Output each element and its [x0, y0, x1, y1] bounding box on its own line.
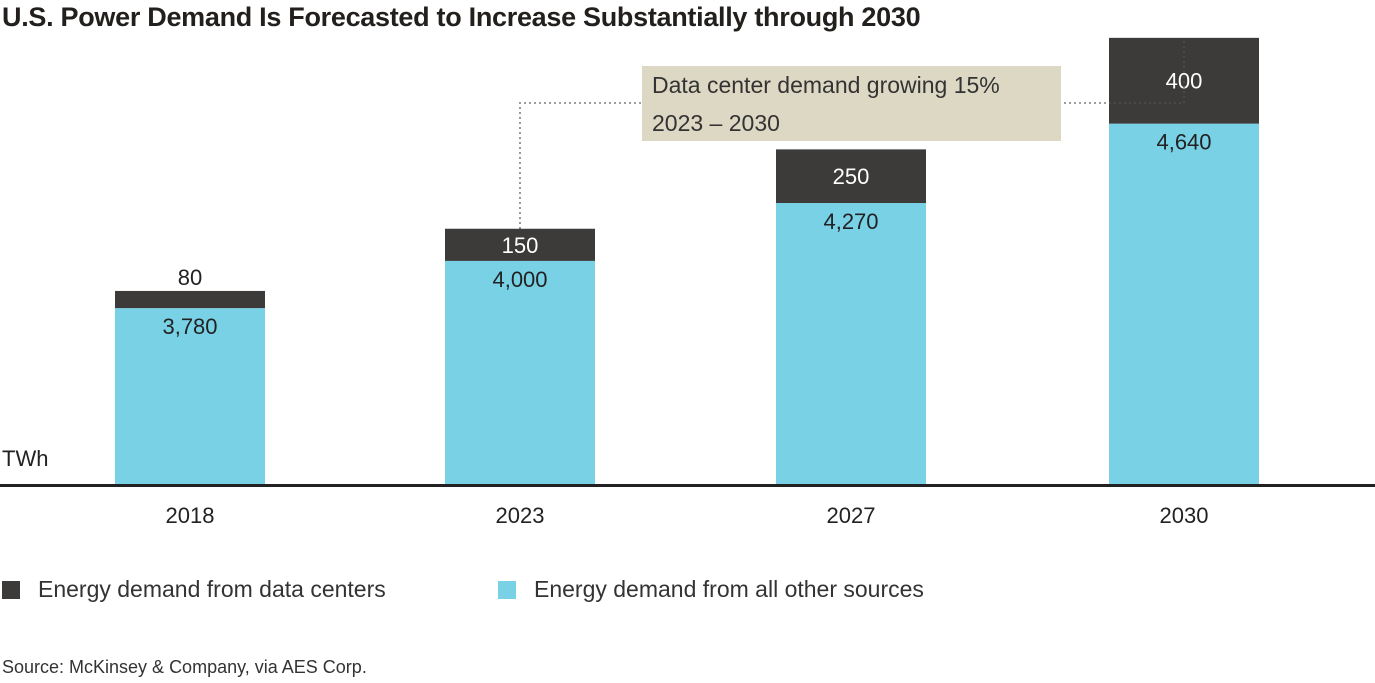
data-label-data-centers-2018: 80 — [178, 265, 202, 290]
legend: Energy demand from data centers Energy d… — [0, 576, 1375, 606]
data-label-data-centers-2027: 250 — [833, 164, 870, 189]
bar-other-sources-2027 — [776, 203, 926, 484]
x-tick-label-2018: 2018 — [166, 503, 215, 528]
bar-other-sources-2018 — [115, 308, 265, 484]
stacked-bar-chart: 80 3,780 150 4,000 250 4,270 400 4,640 2018 2023… — [0, 37, 1375, 528]
x-tick-label-2023: 2023 — [496, 503, 545, 528]
chart-title: U.S. Power Demand Is Forecasted to Incre… — [2, 2, 921, 32]
legend-swatch-other-sources — [498, 580, 516, 599]
data-label-data-centers-2023: 150 — [502, 233, 539, 258]
x-tick-label-2030: 2030 — [1160, 503, 1209, 528]
bar-data-centers-2023 — [445, 228, 595, 261]
data-labels-group: 80 3,780 150 4,000 250 4,270 400 4,640 — [162, 69, 1211, 339]
x-tick-label-2027: 2027 — [827, 503, 876, 528]
data-label-data-centers-2030: 400 — [1166, 69, 1203, 94]
legend-label-data-centers: Energy demand from data centers — [38, 576, 386, 602]
annotation-text-line1: Data center demand growing 15% — [652, 72, 1000, 98]
legend-item-other-sources: Energy demand from all other sources — [498, 576, 924, 603]
legend-swatch-data-centers — [2, 580, 20, 599]
legend-label-other-sources: Energy demand from all other sources — [534, 576, 924, 602]
bar-data-centers-2027 — [776, 149, 926, 204]
source-note: Source: McKinsey & Company, via AES Corp… — [2, 657, 367, 677]
annotation-box — [642, 66, 1061, 141]
data-label-other-sources-2027: 4,270 — [823, 209, 878, 234]
bar-other-sources-2030 — [1109, 123, 1259, 484]
bar-other-sources-2023 — [445, 260, 595, 484]
data-label-other-sources-2030: 4,640 — [1156, 130, 1211, 155]
y-axis-unit-label: TWh — [2, 446, 48, 471]
bars-group — [115, 37, 1259, 484]
data-label-other-sources-2023: 4,000 — [492, 267, 547, 292]
annotation-text-line2: 2023 – 2030 — [652, 110, 780, 136]
legend-item-data-centers: Energy demand from data centers — [2, 576, 386, 603]
x-tick-labels-group: 2018 2023 2027 2030 — [166, 503, 1209, 528]
growth-annotation: Data center demand growing 15% 2023 – 203… — [519, 37, 1185, 229]
data-label-other-sources-2018: 3,780 — [162, 314, 217, 339]
bar-data-centers-2018 — [115, 290, 265, 309]
